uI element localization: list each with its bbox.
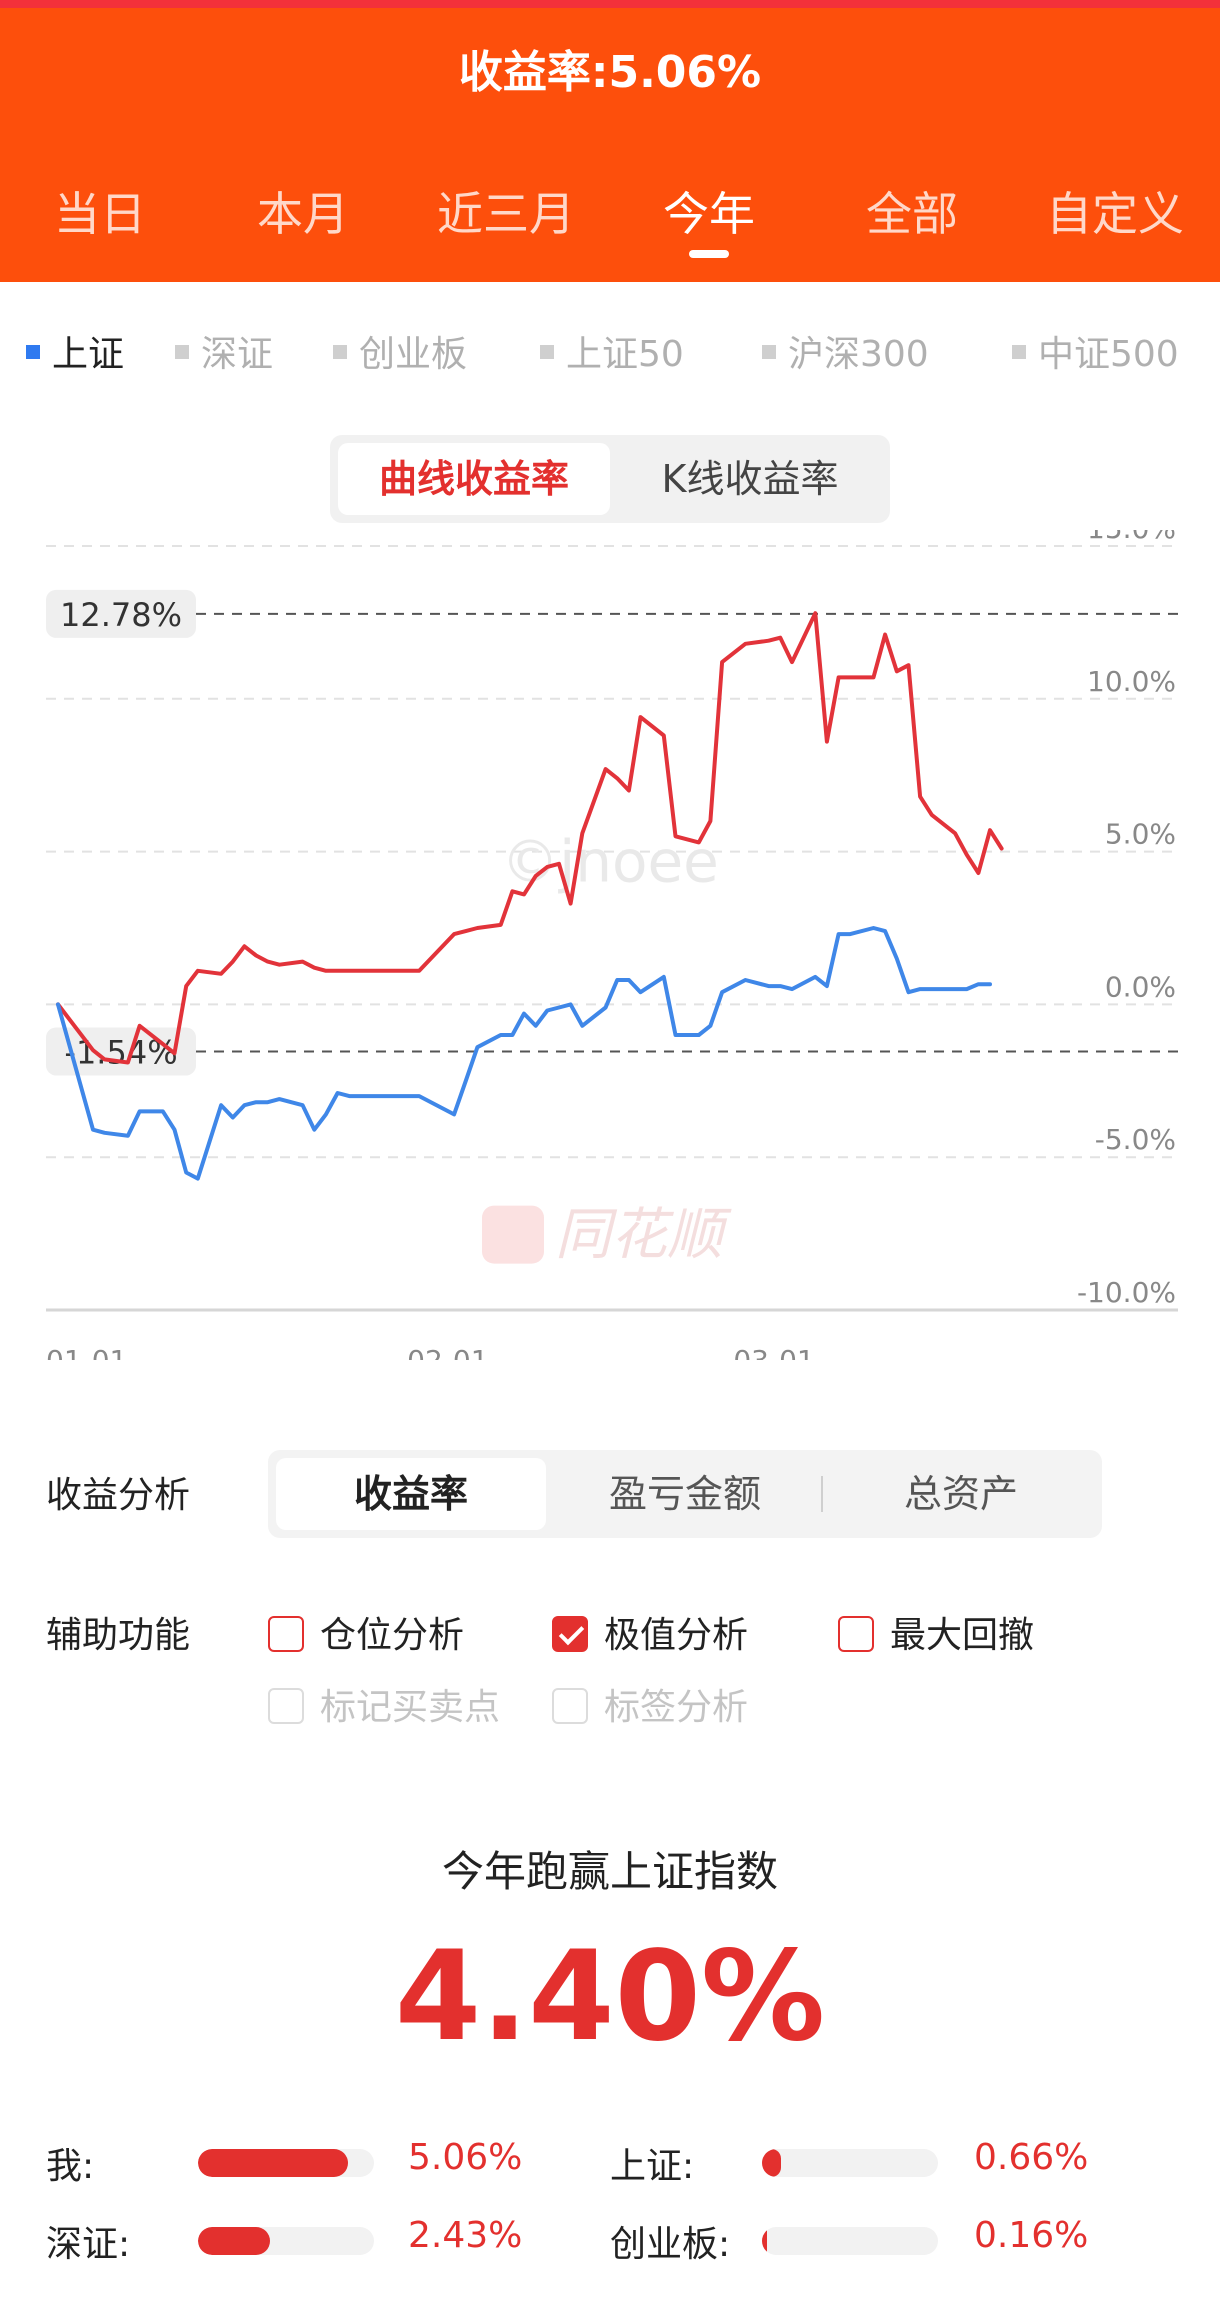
- compare-name: 上证:: [610, 2146, 695, 2187]
- square-icon: [540, 345, 554, 359]
- pnl-amount-option[interactable]: 盈亏金额: [608, 1472, 761, 1516]
- extreme-label: 12.78%: [60, 596, 182, 634]
- profit-analysis-toggle: 收益率 盈亏金额 总资产: [268, 1450, 1102, 1538]
- extreme-label: -1.54%: [64, 1033, 177, 1071]
- index-label: 上证: [52, 334, 125, 375]
- y-tick-label: 0.0%: [1105, 970, 1176, 1003]
- position-analysis-checkbox[interactable]: 仓位分析: [268, 1606, 464, 1658]
- tab-three-months[interactable]: 近三月: [437, 187, 575, 241]
- compare-value: 2.43%: [408, 2215, 523, 2256]
- compare-value: 0.66%: [974, 2137, 1089, 2178]
- tab-today[interactable]: 当日: [54, 187, 146, 241]
- checkbox-label: 最大回撤: [890, 1615, 1035, 1656]
- x-tick-label: 02-01: [407, 1344, 488, 1360]
- index-chinext[interactable]: 创业板: [333, 325, 467, 377]
- checkbox-box: [268, 1616, 304, 1652]
- watermark: 同花顺: [555, 1203, 732, 1268]
- beat-index-value: 4.40%: [394, 1925, 826, 2069]
- compare-chinext: 创业板: 0.16%: [610, 2215, 1130, 2265]
- extreme-badge: [46, 589, 196, 638]
- y-tick-label: 15.0%: [1087, 530, 1176, 545]
- compare-me: 我: 5.06%: [46, 2137, 566, 2187]
- tab-this-month[interactable]: 本月: [257, 187, 349, 241]
- aux-functions-label: 辅助功能: [46, 1615, 191, 1656]
- compare-track: [198, 2149, 374, 2177]
- compare-name: 我:: [46, 2146, 95, 2187]
- chart-mode-toggle: 曲线收益率 K线收益率: [330, 435, 890, 523]
- tab-all[interactable]: 全部: [866, 187, 958, 241]
- x-tick-label: 01-01: [46, 1344, 127, 1360]
- compare-name: 创业板:: [610, 2224, 731, 2265]
- return-chart[interactable]: 15.0% 10.0% 5.0% 0.0% -5.0% -10.0% 01-01 02-01 0…: [0, 530, 1220, 1360]
- checkmark-icon: [552, 1616, 588, 1652]
- brand-logo-icon: [482, 1205, 544, 1264]
- compare-fill: [762, 2149, 781, 2177]
- mark-trades-checkbox[interactable]: 标记买卖点: [268, 1678, 500, 1730]
- checkbox-label: 标签分析: [604, 1687, 749, 1728]
- checkbox-box: [552, 1688, 588, 1724]
- compare-value: 5.06%: [408, 2137, 523, 2178]
- y-tick-label: 10.0%: [1087, 665, 1176, 698]
- index-selector: 上证 深证 创业板 上证50 沪深300 中证500: [0, 325, 1220, 375]
- square-icon: [26, 345, 40, 359]
- square-icon: [333, 345, 347, 359]
- x-tick-label: 03-01: [733, 1344, 814, 1360]
- header-bar: 收益率:5.06% 当日 本月 近三月 今年 全部 自定义: [0, 0, 1220, 282]
- max-drawdown-checkbox[interactable]: 最大回撤: [838, 1606, 1034, 1658]
- index-shanghai[interactable]: 上证: [26, 325, 124, 377]
- checkbox-box: [838, 1616, 874, 1652]
- tab-this-year-label: 今年: [663, 187, 755, 241]
- compare-track: [762, 2149, 938, 2177]
- compare-fill: [198, 2227, 270, 2255]
- checkbox-label: 标记买卖点: [320, 1687, 501, 1728]
- total-assets-option[interactable]: 总资产: [903, 1472, 1018, 1516]
- y-tick-label: -10.0%: [1077, 1276, 1176, 1309]
- compare-shenzhen: 深证: 2.43%: [46, 2215, 566, 2265]
- curve-return-option[interactable]: 曲线收益率: [338, 443, 610, 515]
- square-icon: [175, 345, 189, 359]
- segment-divider: [821, 1476, 823, 1512]
- compare-shanghai: 上证: 0.66%: [610, 2137, 1130, 2187]
- compare-fill: [198, 2149, 348, 2177]
- index-label: 深证: [201, 334, 274, 375]
- tag-analysis-checkbox[interactable]: 标签分析: [552, 1678, 748, 1730]
- page-title: 收益率:5.06%: [458, 47, 762, 98]
- index-csi500[interactable]: 中证500: [1012, 325, 1179, 377]
- beat-index-label: 今年跑赢上证指数: [441, 1847, 778, 1896]
- index-return-line: [56, 926, 992, 1181]
- compare-fill: [762, 2227, 767, 2255]
- index-label: 沪深300: [788, 334, 929, 375]
- period-tabs: 当日 本月 近三月 今年 全部 自定义: [0, 178, 1220, 258]
- header-topline: [0, 0, 1220, 8]
- index-label: 上证50: [566, 334, 684, 375]
- square-icon: [1012, 345, 1026, 359]
- compare-name: 深证:: [46, 2224, 131, 2265]
- y-tick-label: 5.0%: [1105, 818, 1176, 851]
- y-tick-label: -5.0%: [1095, 1123, 1176, 1156]
- return-rate-option[interactable]: 收益率: [276, 1458, 546, 1530]
- checkbox-label: 极值分析: [604, 1615, 749, 1656]
- square-icon: [762, 345, 776, 359]
- my-return-line: [56, 611, 1004, 1065]
- index-shenzhen[interactable]: 深证: [175, 325, 273, 377]
- kline-return-option[interactable]: K线收益率: [661, 457, 839, 501]
- checkbox-label: 仓位分析: [320, 1615, 465, 1656]
- tab-this-year[interactable]: 今年: [609, 178, 809, 258]
- tab-custom[interactable]: 自定义: [1046, 187, 1184, 241]
- index-csi300[interactable]: 沪深300: [762, 325, 929, 377]
- index-sse50[interactable]: 上证50: [540, 325, 684, 377]
- profit-analysis-label: 收益分析: [46, 1475, 191, 1516]
- active-tab-indicator: [689, 250, 729, 258]
- index-label: 创业板: [359, 334, 468, 375]
- compare-track: [198, 2227, 374, 2255]
- compare-value: 0.16%: [974, 2215, 1089, 2256]
- extreme-analysis-checkbox[interactable]: 极值分析: [552, 1606, 748, 1658]
- compare-track: [762, 2227, 938, 2255]
- index-label: 中证500: [1038, 334, 1179, 375]
- checkbox-box: [268, 1688, 304, 1724]
